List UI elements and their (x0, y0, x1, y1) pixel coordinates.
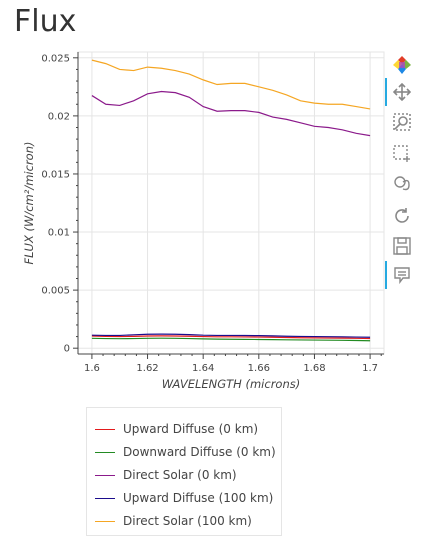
legend-item[interactable]: Downward Diffuse (0 km) (87, 442, 276, 462)
hover-icon[interactable] (385, 261, 414, 289)
legend-item[interactable]: Direct Solar (100 km) (87, 511, 252, 531)
legend-label: Downward Diffuse (0 km) (123, 445, 276, 459)
legend-item[interactable]: Upward Diffuse (0 km) (87, 419, 258, 439)
y-tick-label: 0.025 (41, 53, 70, 64)
box-zoom-icon[interactable] (390, 110, 414, 134)
chart-axes: 0 0.005 0.01 0.015 0.02 0.025 1.6 1.62 1.64 1.66 1… (41, 52, 384, 374)
y-tick-label: 0.02 (48, 111, 70, 122)
save-icon[interactable] (390, 234, 414, 258)
legend-label: Direct Solar (100 km) (123, 514, 252, 528)
lasso-select-icon[interactable] (390, 172, 414, 196)
series-line-downward-diffuse-0-km (91, 337, 371, 342)
y-tick-label: 0.01 (48, 228, 70, 239)
x-tick-label: 1.7 (362, 363, 378, 374)
legend-swatch (95, 451, 115, 453)
legend-label: Upward Diffuse (100 km) (123, 491, 274, 505)
legend-item[interactable]: Upward Diffuse (100 km) (87, 488, 273, 508)
x-tick-label: 1.62 (136, 363, 158, 374)
y-axis-label: FLUX (W/cm²/micron) (22, 142, 36, 265)
series-line-upward-diffuse-100-km (91, 333, 371, 338)
y-tick-label: 0 (64, 344, 70, 355)
legend-swatch (95, 497, 115, 499)
series-line-upward-diffuse-0-km (91, 335, 371, 340)
x-axis-label: WAVELENGTH (microns) (162, 377, 300, 391)
x-tick-label: 1.68 (303, 363, 325, 374)
x-tick-label: 1.6 (84, 363, 100, 374)
legend-swatch (95, 428, 115, 430)
legend-swatch (95, 474, 115, 476)
chart-grid (77, 51, 385, 355)
page-title: Flux (14, 4, 77, 39)
chart-series (91, 59, 371, 342)
box-select-icon[interactable] (390, 142, 414, 166)
reset-icon[interactable] (390, 204, 414, 228)
chart-legend: Upward Diffuse (0 km) Downward Diffuse (0… (86, 407, 282, 536)
x-tick-label: 1.64 (192, 363, 214, 374)
x-tick-label: 1.66 (248, 363, 270, 374)
plot-frame (77, 51, 385, 355)
pan-icon[interactable] (385, 78, 414, 106)
bokeh-logo-icon (390, 53, 414, 77)
legend-swatch (95, 520, 115, 522)
legend-label: Upward Diffuse (0 km) (123, 422, 259, 436)
legend-item[interactable]: Direct Solar (0 km) (87, 465, 237, 485)
legend-label: Direct Solar (0 km) (123, 468, 237, 482)
y-tick-label: 0.005 (41, 286, 70, 297)
y-tick-label: 0.015 (41, 169, 70, 180)
series-line-direct-solar-100-km (91, 59, 371, 110)
series-line-direct-solar-0-km (91, 90, 371, 137)
